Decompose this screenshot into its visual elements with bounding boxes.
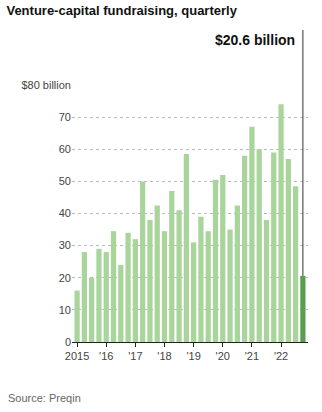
- svg-text:2015: 2015: [65, 350, 89, 362]
- svg-text:'16: '16: [99, 350, 113, 362]
- svg-text:Source: Preqin: Source: Preqin: [8, 392, 81, 404]
- svg-text:50: 50: [59, 175, 71, 187]
- svg-text:'17: '17: [128, 350, 142, 362]
- svg-text:'19: '19: [186, 350, 200, 362]
- svg-text:70: 70: [59, 111, 71, 123]
- svg-text:40: 40: [59, 207, 71, 219]
- svg-text:'18: '18: [157, 350, 171, 362]
- svg-text:10: 10: [59, 304, 71, 316]
- svg-text:$80 billion: $80 billion: [21, 79, 71, 91]
- svg-text:30: 30: [59, 239, 71, 251]
- svg-text:'21: '21: [245, 350, 259, 362]
- svg-text:0: 0: [65, 336, 71, 348]
- svg-text:60: 60: [59, 143, 71, 155]
- svg-text:Venture-capital fundraising, q: Venture-capital fundraising, quarterly: [6, 3, 237, 18]
- svg-text:'22: '22: [274, 350, 288, 362]
- svg-text:20: 20: [59, 272, 71, 284]
- svg-text:$20.6 billion: $20.6 billion: [215, 32, 295, 48]
- svg-text:'20: '20: [216, 350, 230, 362]
